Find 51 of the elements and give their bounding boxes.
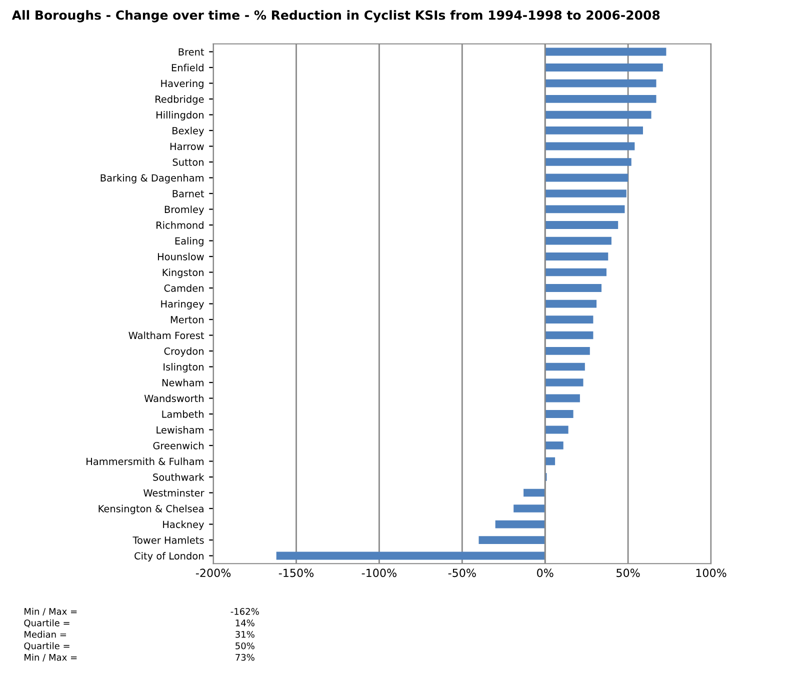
text: Median =: [24, 630, 66, 638]
y-tick-label: Harrow: [170, 142, 204, 150]
text: 50%: [236, 642, 254, 650]
y-tick-label: Hounslow: [158, 252, 204, 260]
x-tick-label: -150%: [278, 568, 314, 578]
y-tick-label: Barnet: [172, 190, 204, 198]
y-tick-label: Bromley: [164, 206, 204, 215]
y-tick-label: Lewisham: [156, 426, 204, 434]
y-tick-label: Barking & Dagenham: [100, 174, 204, 184]
chart-title: All Boroughs - Change over time - % Reduction in Cyclist KSIs from 1994-1998 to 2006-2008: [12, 10, 660, 22]
y-tick-label: Hammersmith & Fulham: [86, 458, 204, 466]
x-tick-label: -100%: [362, 568, 396, 578]
x-tick-label: 0%: [537, 568, 554, 578]
y-tick-label: Haringey: [161, 300, 204, 310]
y-tick-label: Ealing: [175, 237, 204, 246]
y-tick-label: Newham: [162, 378, 204, 386]
y-tick-label: Greenwich: [153, 442, 204, 450]
text: 14%: [236, 619, 254, 626]
x-tick-label: -50%: [448, 568, 476, 578]
y-tick-label: Bexley: [172, 126, 204, 136]
y-tick-label: Redbridge: [156, 95, 204, 105]
y-tick-label: Lambeth: [162, 410, 204, 418]
y-tick-label: Camden: [164, 284, 204, 292]
y-tick-label: City of London: [134, 552, 204, 562]
y-tick-label: Richmond: [156, 221, 204, 229]
y-tick-label: Sutton: [172, 158, 204, 166]
x-tick-label: -200%: [196, 568, 231, 578]
x-tick-label: 100%: [696, 568, 726, 578]
text: Quartile =: [24, 642, 70, 650]
text: Min / Max =: [24, 608, 77, 616]
y-tick-label: Waltham Forest: [128, 332, 204, 340]
y-tick-label: Tower Hamlets: [132, 536, 204, 544]
y-tick-label: Southwark: [153, 473, 204, 481]
y-tick-label: Westminster: [144, 489, 204, 497]
y-tick-label: Kingston: [162, 268, 204, 278]
y-tick-label: Wandsworth: [144, 394, 204, 402]
y-tick-label: Merton: [170, 316, 204, 324]
x-tick-label: 50%: [616, 568, 640, 578]
y-tick-label: Enfield: [172, 64, 204, 72]
y-tick-label: Hillingdon: [156, 111, 204, 120]
y-tick-label: Brent: [178, 48, 204, 56]
text: Quartile =: [24, 619, 70, 628]
y-tick-label: Hackney: [163, 520, 204, 530]
text: -162%: [230, 608, 259, 615]
text: 73%: [236, 654, 254, 661]
y-tick-label: Croydon: [164, 347, 204, 357]
y-tick-label: Havering: [161, 80, 204, 89]
y-tick-label: Islington: [164, 363, 204, 372]
text: 31%: [236, 630, 254, 638]
text: Min / Max =: [24, 654, 77, 662]
y-tick-label: Kensington & Chelsea: [98, 504, 204, 514]
